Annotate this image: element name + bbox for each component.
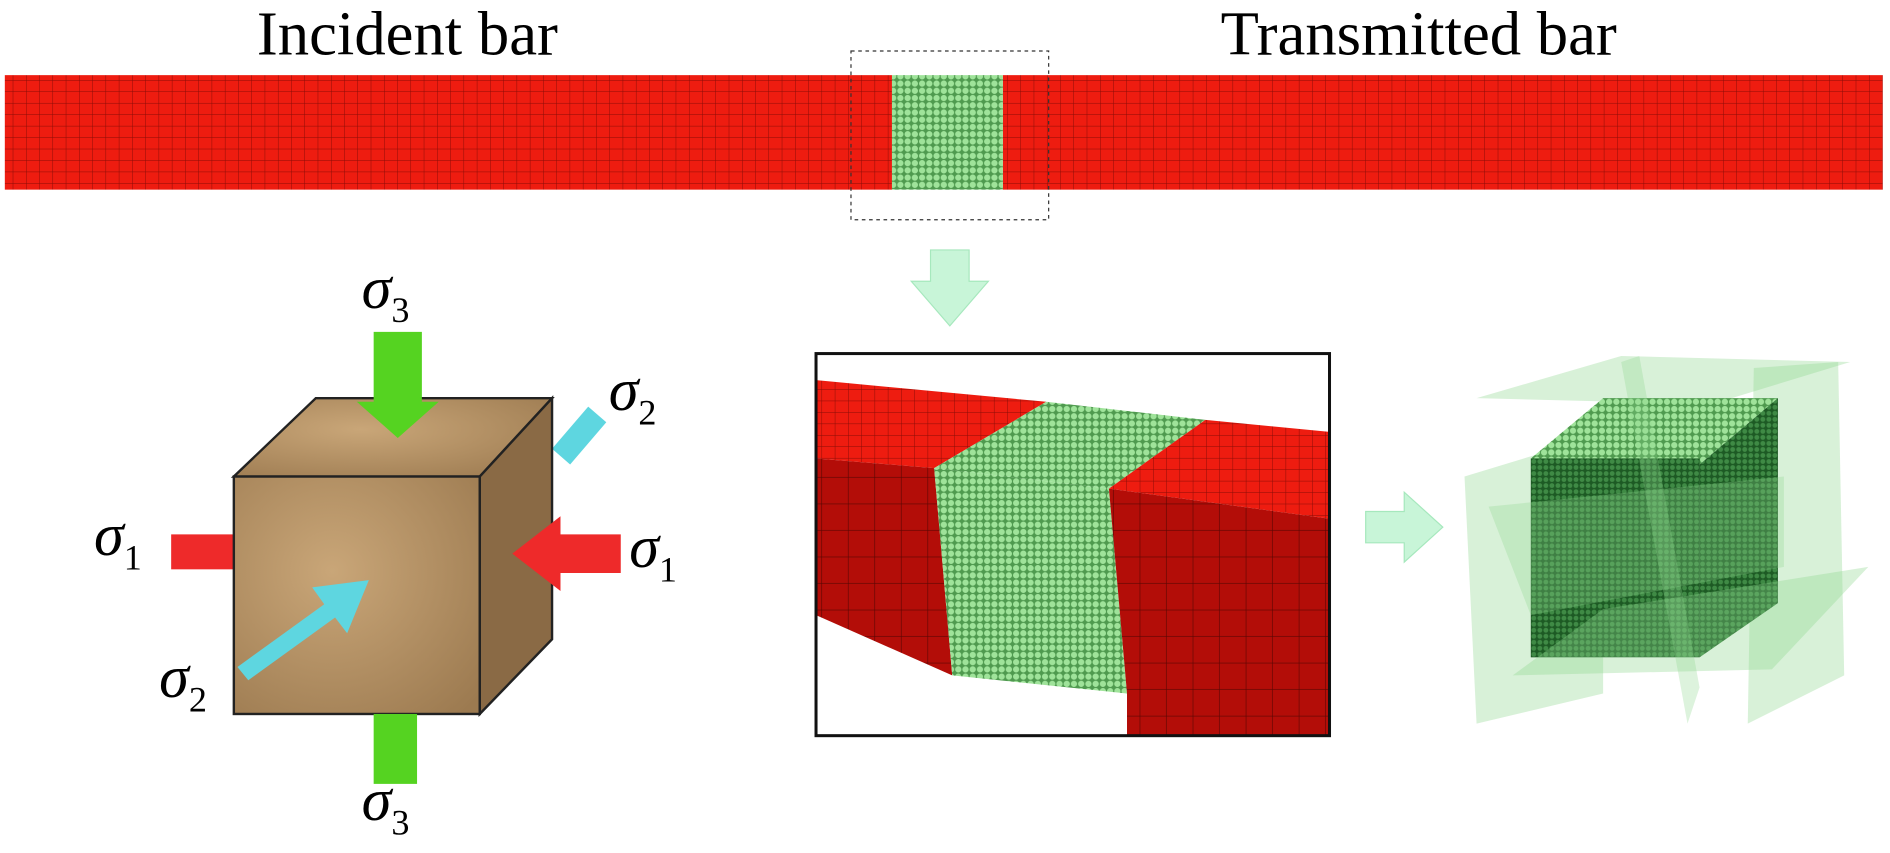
stress-label: σ3 <box>362 255 410 330</box>
zoom-view <box>814 352 1332 738</box>
stress-label: σ3 <box>362 767 410 842</box>
sigma3-bottom-arrow <box>373 713 418 784</box>
transmitted-label: Transmitted bar <box>1221 0 1617 69</box>
sigma2-front-arrow <box>237 580 369 681</box>
incident-bar <box>4 75 892 190</box>
stress-label: σ1 <box>629 514 677 589</box>
right-arrow <box>1365 490 1444 564</box>
specimen <box>891 75 1003 190</box>
sigma1-left-arrow <box>171 534 237 570</box>
down-arrow <box>909 249 990 327</box>
confined-specimen <box>1464 355 1869 724</box>
stress-cube <box>171 331 621 784</box>
stress-label: σ2 <box>609 357 657 432</box>
sigma2-back-arrow <box>552 406 607 465</box>
sigma1-right-arrow <box>512 516 621 592</box>
sigma3-top-arrow <box>356 331 439 438</box>
zoom-box <box>850 50 1050 221</box>
incident-label: Incident bar <box>257 0 558 69</box>
stress-label: σ1 <box>94 502 142 577</box>
transmitted-bar <box>1002 75 1883 190</box>
stress-label: σ2 <box>159 644 207 719</box>
